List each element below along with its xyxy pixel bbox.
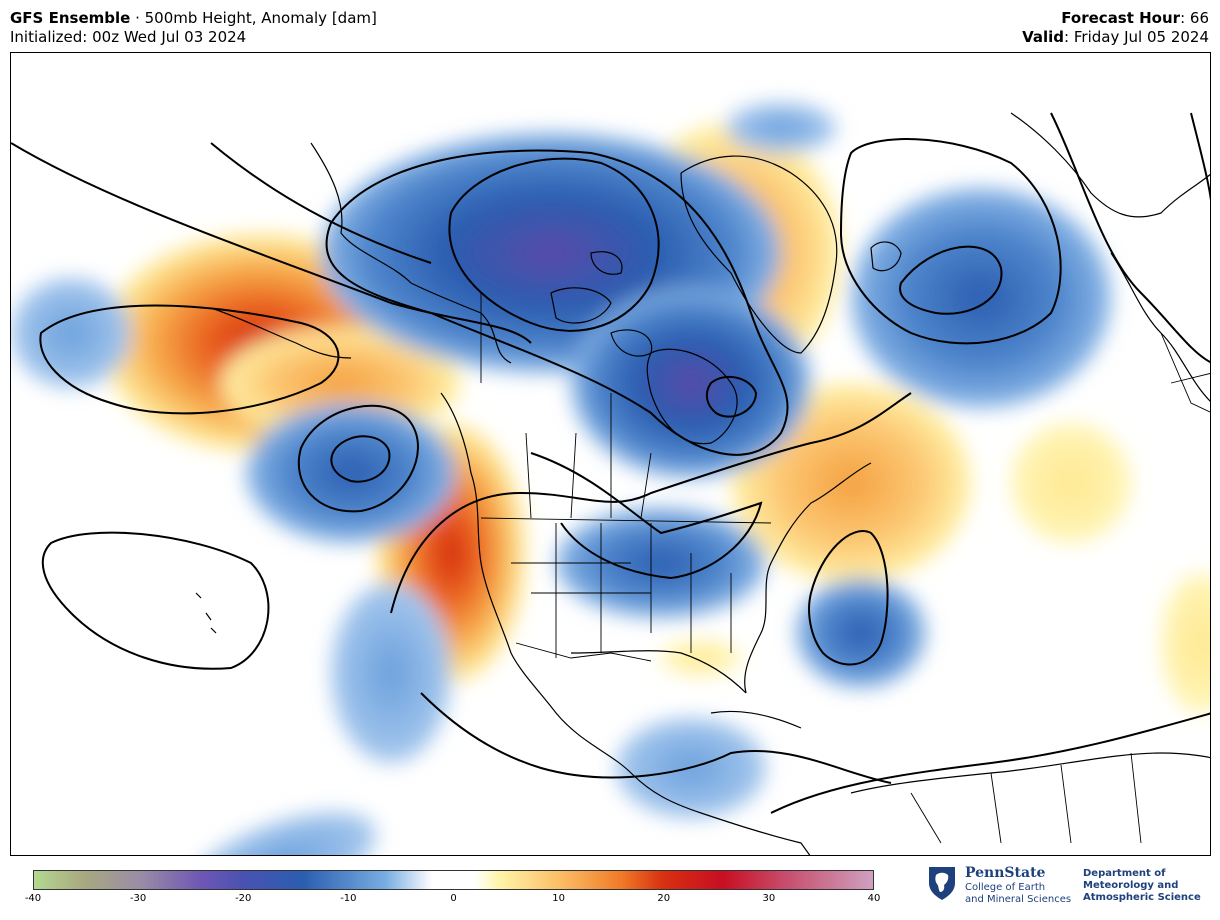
colorbar-tick-label: 10: [552, 893, 565, 904]
pennstate-logo: PennState College of Earth and Mineral S…: [927, 864, 1212, 910]
negative-anomaly-hudson: [571, 288, 811, 478]
contour-aleutian: [39, 304, 340, 415]
us-mexico-border: [515, 642, 652, 662]
model-name: GFS Ensemble: [10, 9, 131, 27]
forecast-hour-value: : 66: [1180, 9, 1209, 27]
contour-tropics: [770, 712, 1210, 814]
colorbar-tick-label: -40: [24, 893, 42, 904]
europe-borders: [1160, 332, 1210, 413]
negative-anomaly-baja: [331, 583, 451, 763]
dept-line-1: Department of: [1083, 868, 1166, 879]
colorbar-tick-label: 30: [762, 893, 776, 904]
south-america-coast: [850, 752, 1210, 794]
product-name: 500mb Height, Anomaly [dam]: [144, 9, 377, 27]
negative-anomaly-great-lakes: [556, 508, 766, 618]
arctic-islands: [550, 251, 653, 357]
valid-value: : Friday Jul 05 2024: [1064, 28, 1209, 46]
nittany-lion-shield-icon: [929, 867, 955, 900]
dept-line-3: Atmospheric Science: [1083, 892, 1201, 903]
colorbar-gradient: [34, 871, 873, 889]
contour-midlat-1: [11, 142, 532, 344]
hawaii: [195, 592, 217, 634]
alaska-coast: [310, 142, 512, 364]
forecast-hour: Forecast Hour: 66: [1061, 9, 1209, 28]
us-states: [511, 523, 732, 658]
anomaly-shading: [11, 103, 1210, 855]
positive-anomaly-far-east: [1161, 573, 1210, 713]
positive-anomaly-gulf: [661, 640, 741, 676]
colorbar: [33, 870, 874, 890]
contour-subtropical: [390, 392, 912, 614]
forecast-hour-label: Forecast Hour: [1061, 9, 1181, 27]
negative-anomaly-west-atlantic: [796, 578, 926, 688]
hudson-bay: [646, 348, 738, 445]
iceland: [870, 241, 902, 272]
contour-europe: [1050, 112, 1210, 364]
valid-time: Valid: Friday Jul 05 2024: [1022, 28, 1209, 47]
contour-hawaii-high: [41, 531, 270, 670]
contour-ne-pacific-low-inner: [330, 435, 391, 483]
college-line-1: College of Earth: [965, 882, 1046, 893]
contour-midlat-2: [210, 142, 432, 264]
college-line-2: and Mineral Sciences: [965, 894, 1072, 905]
contour-atlantic-trough: [808, 530, 889, 666]
negative-anomaly-tropical-pacific: [186, 812, 376, 855]
valid-label: Valid: [1022, 28, 1065, 46]
negative-anomaly-ne-pacific: [246, 403, 456, 543]
colorbar-tick-label: 20: [657, 893, 671, 904]
title-separator: ·: [130, 9, 145, 27]
gulf-coast: [570, 650, 747, 694]
colorbar-tick-label: 40: [867, 893, 881, 904]
positive-anomaly-aleutian-tail: [221, 328, 461, 438]
canada-us-border: [480, 517, 772, 524]
anomaly-map: [10, 52, 1211, 856]
negative-anomaly-west-pacific: [11, 278, 131, 388]
east-coast: [744, 462, 872, 694]
map-title: GFS Ensemble · 500mb Height, Anomaly [da…: [10, 9, 377, 28]
colorbar-tick-label: 0: [450, 893, 457, 904]
height-contours: [11, 112, 1210, 814]
map-canvas: [11, 103, 1210, 855]
west-coast: [440, 392, 811, 855]
colorbar-tick-label: -30: [129, 893, 147, 904]
negative-anomaly-greenland-north: [726, 103, 836, 153]
contour-subtropical-2: [420, 692, 892, 784]
aleutian-chain: [210, 307, 352, 359]
political-borders: [480, 293, 1210, 844]
contour-north-atlantic-outer: [839, 138, 1062, 345]
colorbar-tick-label: -20: [235, 893, 252, 904]
colorbar-tick-label: -10: [340, 893, 357, 904]
contour-ne-pacific-low-outer: [297, 404, 419, 513]
cuba: [710, 710, 802, 729]
greenland: [680, 155, 838, 354]
contour-great-lakes-trough: [530, 452, 763, 580]
south-america-borders: [910, 752, 1142, 844]
negative-anomaly-north-atlantic: [851, 188, 1111, 408]
canada-provinces: [525, 393, 652, 519]
init-time: Initialized: 00z Wed Jul 03 2024: [10, 28, 247, 46]
contour-arctic-low-inner: [448, 157, 660, 332]
scandinavia: [1010, 112, 1210, 218]
contour-hudson-low: [705, 375, 758, 418]
university-name: PennState: [965, 865, 1046, 881]
dept-line-2: Meteorology and: [1083, 880, 1179, 891]
positive-anomaly-east-atlantic: [1011, 423, 1131, 543]
contour-north-atlantic-low: [899, 245, 1003, 315]
contour-europe-2: [1190, 112, 1210, 201]
